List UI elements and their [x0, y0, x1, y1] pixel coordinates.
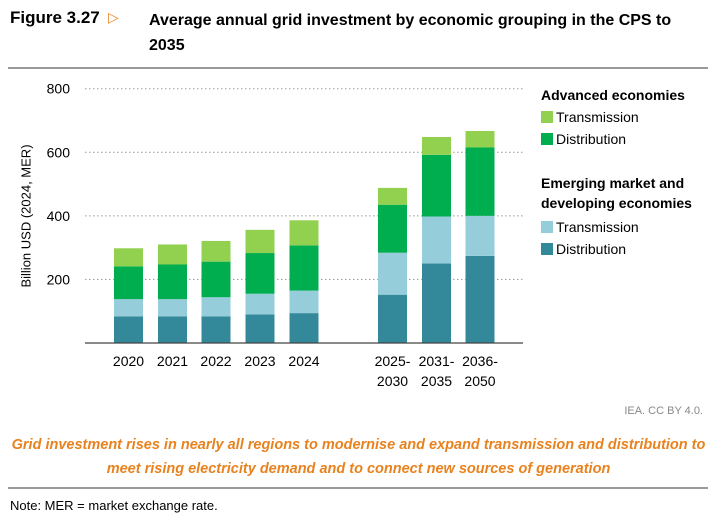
legend-swatch	[541, 133, 553, 145]
stacked-bar-chart: 200 400 600 800 2020 2021 2022 2023 2024 2025- 203…	[47, 81, 523, 389]
y-tick-label: 600	[47, 144, 71, 160]
bar-segment	[465, 255, 495, 343]
y-tick-label: 800	[47, 81, 71, 97]
triangle-right-icon: ▷	[108, 9, 119, 25]
bar-segment	[245, 293, 275, 315]
legend-title-line: developing economies	[541, 195, 692, 211]
x-tick-label: 2024	[288, 353, 319, 369]
legend-item-emerging-transmission: Transmission	[541, 219, 639, 235]
bar-segment	[422, 216, 451, 264]
x-tick-label: 2036-	[462, 353, 498, 369]
x-tick-label: 2035	[421, 373, 452, 389]
y-axis-label: Billion USD (2024, MER)	[18, 144, 34, 288]
bar-segment	[289, 290, 319, 314]
legend-label: Transmission	[556, 219, 639, 235]
figure-title: Average annual grid investment by econom…	[149, 12, 672, 54]
bar-segment	[114, 299, 143, 317]
bar-segment	[378, 252, 407, 295]
legend-item-advanced-distribution: Distribution	[541, 131, 626, 147]
bar-segment	[158, 299, 187, 317]
x-tick-label: 2031-	[419, 353, 455, 369]
bar-segment	[245, 253, 275, 294]
bar-segment	[422, 137, 451, 155]
x-tick-label: 2020	[113, 353, 144, 369]
bar-segment	[378, 294, 407, 343]
bar-segment	[378, 187, 407, 205]
bar-segment	[289, 220, 319, 246]
x-tick-label: 2050	[464, 373, 495, 389]
bar-segment	[201, 261, 231, 298]
x-tick-label: 2030	[377, 373, 408, 389]
legend-label: Distribution	[556, 241, 627, 257]
bar-segment	[114, 316, 143, 343]
legend-title-advanced: Advanced economies	[541, 87, 685, 103]
bar-segment	[201, 316, 231, 343]
x-tick-label: 2025-	[375, 353, 411, 369]
x-tick-label: 2023	[244, 353, 275, 369]
legend-item-advanced-transmission: Transmission	[541, 109, 639, 125]
y-tick-label: 400	[47, 208, 71, 224]
credit: IEA. CC BY 4.0.	[624, 405, 703, 417]
bar-segment	[422, 263, 451, 343]
x-tick-label: 2022	[200, 353, 231, 369]
figure-number: Figure 3.27	[10, 8, 100, 27]
y-tick-label: 200	[47, 271, 71, 287]
bar-segment	[114, 266, 143, 300]
legend-title-emerging: Emerging market and developing economies	[541, 173, 692, 213]
caption: Grid investment rises in nearly all regi…	[11, 437, 706, 477]
x-tick-label: 2021	[157, 353, 188, 369]
legend-title-line: Emerging market and	[541, 175, 685, 191]
legend-label: Transmission	[556, 109, 639, 125]
bar-segment	[245, 229, 275, 254]
bar-segment	[465, 147, 495, 216]
bar-segment	[158, 264, 187, 300]
bar-segment	[465, 215, 495, 256]
bar-segment	[289, 245, 319, 291]
bar-segment	[114, 248, 143, 267]
legend-item-emerging-distribution: Distribution	[541, 241, 626, 257]
top-divider	[8, 67, 708, 69]
bar-segment	[245, 314, 275, 343]
legend-swatch	[541, 111, 553, 123]
bar-segment	[422, 154, 451, 217]
bar-segment	[158, 316, 187, 343]
legend-label: Distribution	[556, 131, 627, 147]
bar-segment	[378, 204, 407, 253]
legend-swatch	[541, 221, 553, 233]
bar-segment	[465, 130, 495, 148]
bar-segment	[158, 244, 187, 265]
bar-segment	[289, 313, 319, 343]
bottom-divider	[8, 487, 708, 489]
legend-swatch	[541, 243, 553, 255]
bar-segment	[201, 240, 231, 262]
note: Note: MER = market exchange rate.	[10, 498, 218, 513]
bar-segment	[201, 297, 231, 317]
